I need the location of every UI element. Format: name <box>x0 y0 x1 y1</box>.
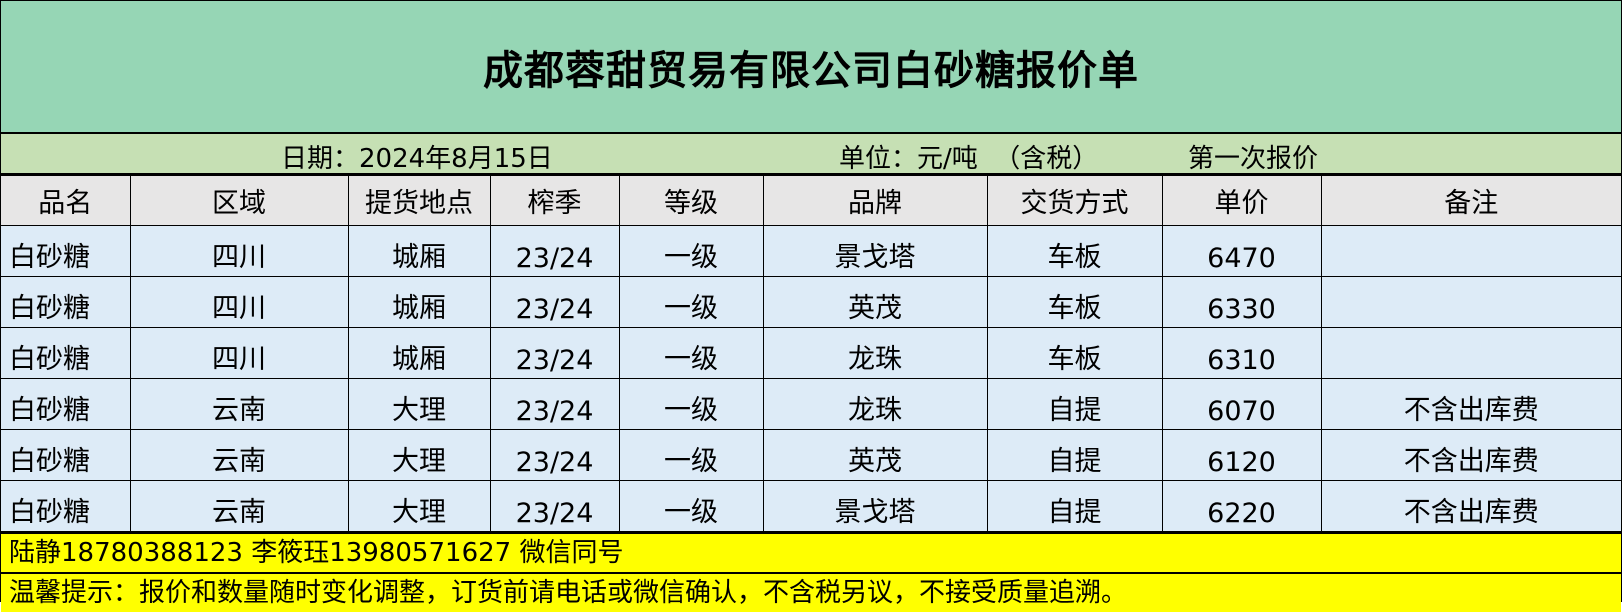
cell-product: 白砂糖 <box>1 480 131 532</box>
cell-season: 23/24 <box>489 276 620 328</box>
cell-grade: 一级 <box>618 276 764 328</box>
cell-season: 23/24 <box>489 327 620 379</box>
cell-product: 白砂糖 <box>1 225 131 277</box>
cell-region: 云南 <box>129 378 349 430</box>
col-header-product: 品名 <box>1 175 131 226</box>
quote-date: 日期：2024年8月15日 <box>281 144 553 174</box>
cell-grade: 一级 <box>618 480 764 532</box>
table-row: 白砂糖 四川 城厢 23/24 一级 英茂 车板 6330 <box>1 276 1621 328</box>
table-row: 白砂糖 四川 城厢 23/24 一级 景戈塔 车板 6470 <box>1 225 1621 277</box>
cell-delivery: 车板 <box>986 225 1163 277</box>
col-header-pickup: 提货地点 <box>347 175 491 226</box>
cell-remark: 不含出库费 <box>1320 429 1621 481</box>
cell-brand: 龙珠 <box>762 327 988 379</box>
cell-delivery: 自提 <box>986 429 1163 481</box>
cell-season: 23/24 <box>489 480 620 532</box>
cell-region: 四川 <box>129 327 349 379</box>
cell-grade: 一级 <box>618 378 764 430</box>
cell-pickup: 城厢 <box>347 327 491 379</box>
cell-pickup: 城厢 <box>347 276 491 328</box>
cell-pickup: 大理 <box>347 429 491 481</box>
col-header-season: 榨季 <box>489 175 620 226</box>
cell-grade: 一级 <box>618 225 764 277</box>
col-header-delivery: 交货方式 <box>986 175 1163 226</box>
cell-remark <box>1320 327 1621 379</box>
col-header-price: 单价 <box>1161 175 1322 226</box>
cell-product: 白砂糖 <box>1 327 131 379</box>
cell-brand: 英茂 <box>762 429 988 481</box>
cell-remark: 不含出库费 <box>1320 378 1621 430</box>
col-header-grade: 等级 <box>618 175 764 226</box>
table-row: 白砂糖 云南 大理 23/24 一级 英茂 自提 6120 不含出库费 <box>1 429 1621 481</box>
cell-remark <box>1320 276 1621 328</box>
cell-price: 6470 <box>1161 225 1322 277</box>
cell-season: 23/24 <box>489 378 620 430</box>
subheader-row: 日期：2024年8月15日 单位：元/吨 （含税） 第一次报价 <box>1 134 1621 175</box>
cell-delivery: 车板 <box>986 276 1163 328</box>
cell-product: 白砂糖 <box>1 276 131 328</box>
cell-price: 6120 <box>1161 429 1322 481</box>
quote-round: 第一次报价 <box>1188 144 1319 174</box>
cell-remark: 不含出库费 <box>1320 480 1621 532</box>
cell-price: 6330 <box>1161 276 1322 328</box>
cell-remark <box>1320 225 1621 277</box>
table-row: 白砂糖 四川 城厢 23/24 一级 龙珠 车板 6310 <box>1 327 1621 379</box>
cell-region: 云南 <box>129 480 349 532</box>
cell-brand: 景戈塔 <box>762 225 988 277</box>
price-unit: 单位：元/吨 （含税） <box>839 144 1099 174</box>
cell-brand: 景戈塔 <box>762 480 988 532</box>
col-header-region: 区域 <box>129 175 349 226</box>
cell-price: 6310 <box>1161 327 1322 379</box>
cell-grade: 一级 <box>618 429 764 481</box>
cell-region: 四川 <box>129 225 349 277</box>
cell-season: 23/24 <box>489 429 620 481</box>
cell-pickup: 大理 <box>347 480 491 532</box>
contacts-row: 陆静18780388123 李筱珏13980571627 微信同号 <box>1 532 1621 572</box>
cell-price: 6070 <box>1161 378 1322 430</box>
sheet-title: 成都蓉甜贸易有限公司白砂糖报价单 <box>1 1 1621 134</box>
col-header-brand: 品牌 <box>762 175 988 226</box>
price-table: 品名 区域 提货地点 榨季 等级 品牌 交货方式 单价 备注 白砂糖 四川 城厢 23… <box>1 175 1621 532</box>
table-header-row: 品名 区域 提货地点 榨季 等级 品牌 交货方式 单价 备注 <box>1 175 1621 226</box>
cell-region: 四川 <box>129 276 349 328</box>
cell-delivery: 自提 <box>986 480 1163 532</box>
cell-grade: 一级 <box>618 327 764 379</box>
cell-product: 白砂糖 <box>1 378 131 430</box>
cell-price: 6220 <box>1161 480 1322 532</box>
cell-region: 云南 <box>129 429 349 481</box>
notice-row: 温馨提示：报价和数量随时变化调整，订货前请电话或微信确认，不含税另议，不接受质量… <box>1 572 1621 612</box>
cell-delivery: 车板 <box>986 327 1163 379</box>
cell-season: 23/24 <box>489 225 620 277</box>
table-row: 白砂糖 云南 大理 23/24 一级 龙珠 自提 6070 不含出库费 <box>1 378 1621 430</box>
cell-brand: 龙珠 <box>762 378 988 430</box>
cell-delivery: 自提 <box>986 378 1163 430</box>
col-header-remark: 备注 <box>1320 175 1621 226</box>
table-row: 白砂糖 云南 大理 23/24 一级 景戈塔 自提 6220 不含出库费 <box>1 480 1621 532</box>
cell-product: 白砂糖 <box>1 429 131 481</box>
cell-pickup: 城厢 <box>347 225 491 277</box>
cell-pickup: 大理 <box>347 378 491 430</box>
cell-brand: 英茂 <box>762 276 988 328</box>
